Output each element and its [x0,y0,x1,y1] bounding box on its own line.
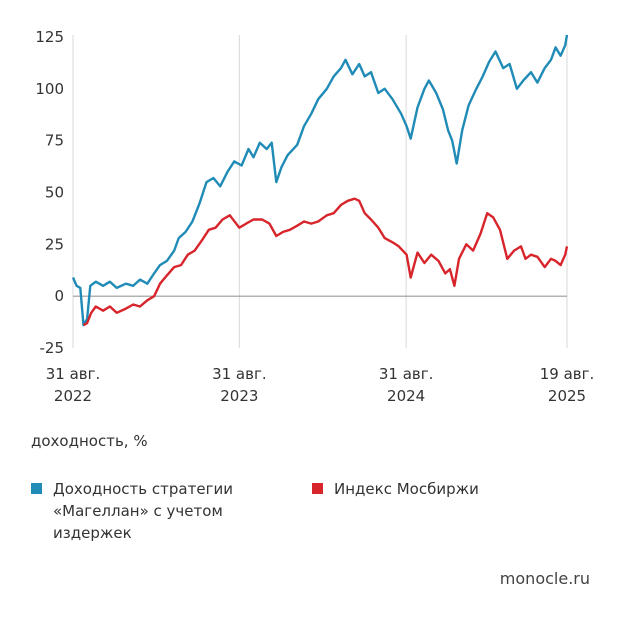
x-tick-label-line2: 2025 [548,387,586,405]
y-tick-label: 100 [35,80,64,98]
y-tick-label: 50 [45,184,64,202]
legend-item-index: Индекс Мосбиржи [312,478,479,500]
x-tick-label-line1: 31 авг. [46,365,101,383]
series-line-strategy [71,34,569,327]
x-tick-label-line1: 19 авг. [540,365,595,383]
y-tick-label: -25 [40,339,65,357]
x-tick-label-line2: 2024 [387,387,425,405]
x-tick-label-line1: 31 авг. [212,365,267,383]
x-axis-ticks: 31 авг. 2022 31 авг. 2023 31 авг. 2024 19 авг.… [46,365,595,405]
series-lines [71,34,569,327]
y-tick-label: 75 [45,132,64,150]
y-tick-label: 25 [45,235,64,253]
legend-swatch-strategy [31,483,42,494]
legend-item-strategy: Доходность стратегии «Магеллан» с учетом… [31,478,271,544]
legend-swatch-index [312,483,323,494]
y-axis-ticks: 125 100 75 50 25 0 -25 [35,28,64,357]
x-tick-label-line2: 2022 [54,387,92,405]
legend-label-strategy: Доходность стратегии «Магеллан» с учетом… [53,480,233,542]
source-label: monocle.ru [499,569,590,588]
x-tick-label-line1: 31 авг. [379,365,434,383]
y-axis-label: доходность, % [31,432,148,450]
y-tick-label: 0 [54,287,64,305]
series-line-index [82,197,569,327]
y-tick-label: 125 [35,28,64,46]
legend-label-index: Индекс Мосбиржи [334,480,479,498]
x-tick-label-line2: 2023 [220,387,258,405]
